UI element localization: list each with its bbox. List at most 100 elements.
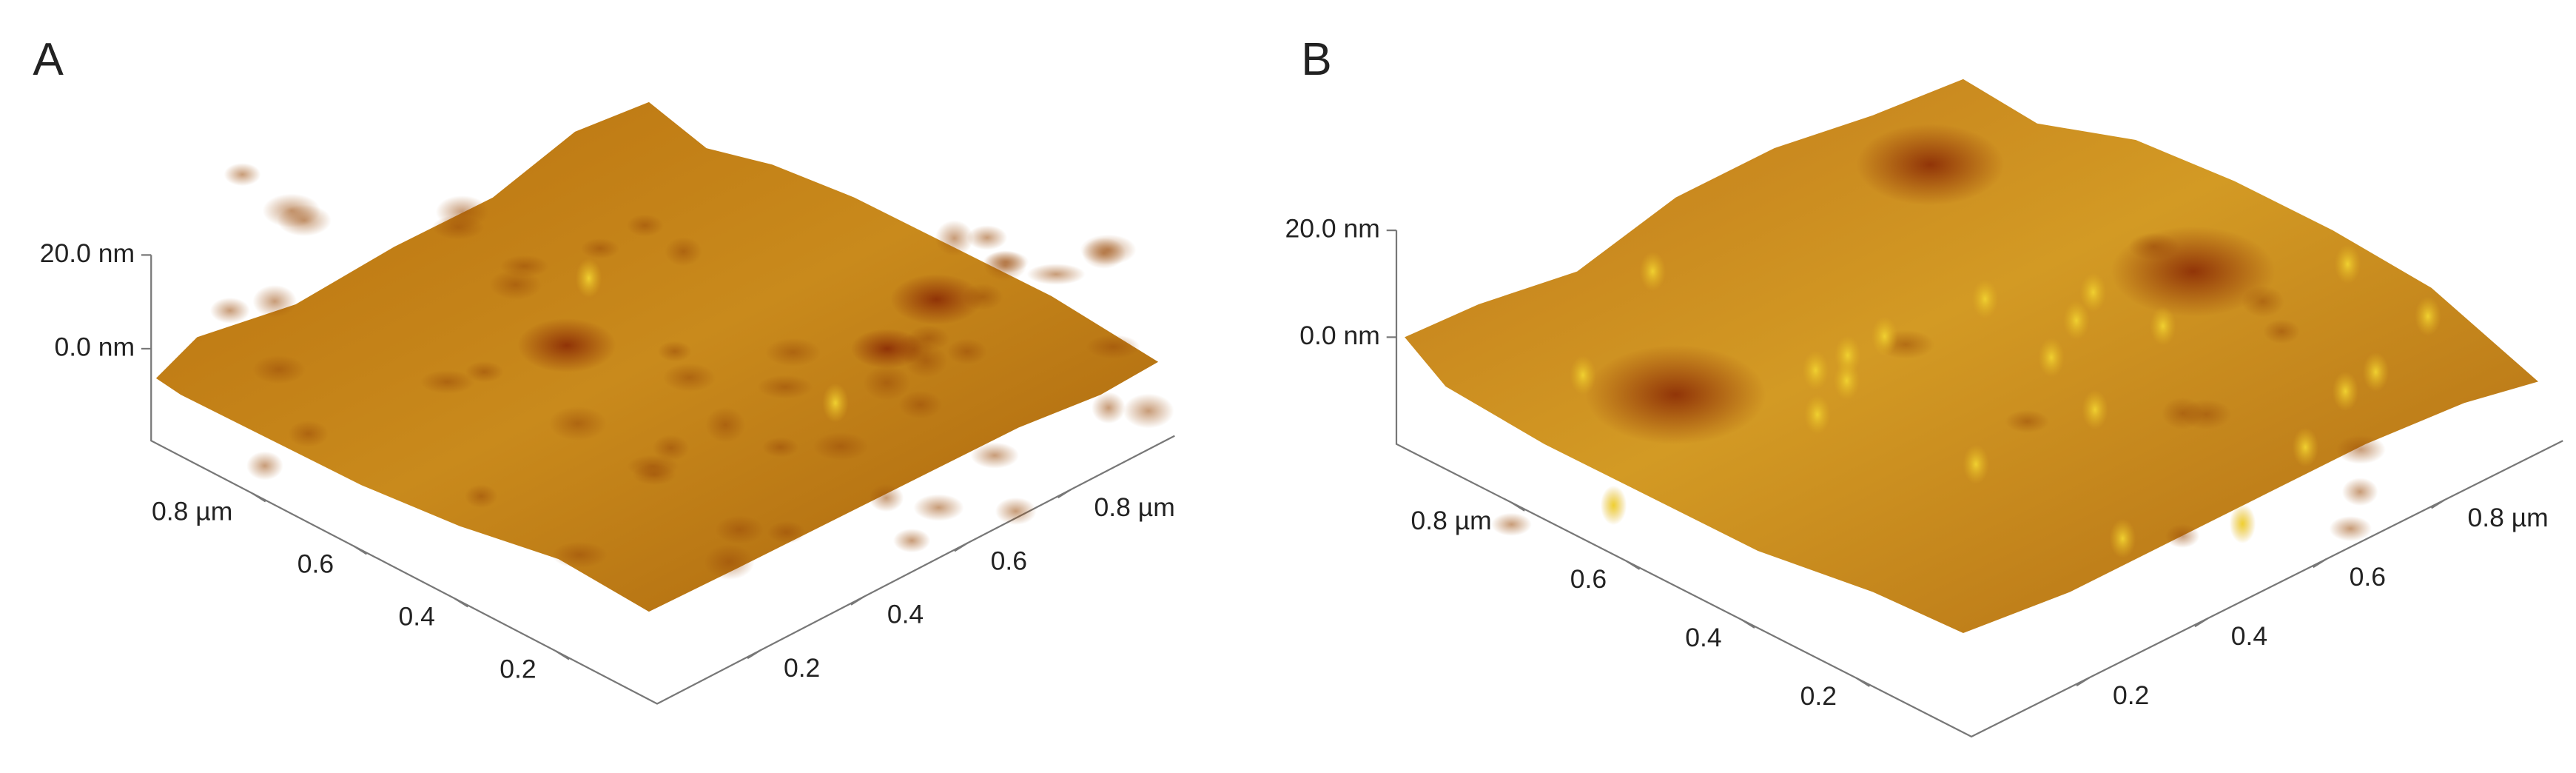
axis-tick (1626, 560, 1641, 570)
bump (1600, 485, 1627, 526)
pit (665, 236, 702, 267)
axis-tick (2076, 677, 2091, 686)
axis-tick-label: 0.2 (1800, 681, 1837, 711)
bump (1833, 361, 1860, 401)
panel-label: B (1301, 34, 1331, 85)
bump (2362, 352, 2390, 392)
bump (2229, 503, 2256, 543)
pit (2165, 523, 2200, 549)
bump (2063, 301, 2090, 341)
pit (420, 369, 475, 394)
pit (548, 406, 608, 441)
z-tick-label: 20.0 nm (40, 238, 135, 268)
bump (2038, 338, 2065, 378)
bump (1963, 444, 1989, 484)
pit (1086, 335, 1140, 359)
pit (970, 442, 1019, 469)
bump (2332, 371, 2359, 412)
pit (2111, 226, 2276, 317)
afm-panel: A 20.0 nm 0.0 nm 0.8 µm 0.6 0.4 0.2 0.2 0.4 0.6 0.… (33, 34, 1175, 705)
z-tick-label: 0.0 nm (1299, 321, 1380, 350)
pit (662, 363, 716, 392)
axis-tick (454, 598, 468, 608)
pit (1026, 263, 1086, 285)
pit (850, 329, 924, 369)
pit (489, 270, 542, 300)
pit (898, 390, 943, 419)
z-tick-label: 0.0 nm (54, 332, 135, 361)
pit (209, 297, 250, 324)
bump (1871, 316, 1898, 356)
pit (500, 255, 549, 278)
axis-tick-label: 0.6 (297, 549, 334, 578)
axis-tick-label: 0.2 (500, 654, 536, 683)
bump (1804, 395, 1831, 435)
axis-tick (1741, 618, 1755, 629)
axis-tick (2194, 618, 2209, 628)
pit (551, 541, 608, 569)
pit (1585, 344, 1766, 445)
bump (2082, 389, 2108, 429)
axis-tick-label: 0.6 (1570, 564, 1607, 594)
bump (2292, 427, 2319, 467)
pit (465, 361, 504, 383)
pit (252, 284, 297, 318)
pit (246, 451, 283, 481)
pit (288, 420, 329, 447)
bump (1971, 279, 1999, 319)
axis-tick (1057, 489, 1072, 499)
pit (262, 193, 321, 228)
axis-tick-label: 0.4 (1685, 623, 1721, 652)
pit (913, 494, 964, 521)
afm-panel: B 20.0 nm 0.0 nm 0.8 µm 0.6 0.4 0.2 0.2 0.4 0.6 0.… (1285, 34, 2563, 738)
bump (2150, 306, 2176, 346)
pit (705, 406, 746, 443)
pit (626, 214, 664, 237)
pit (1081, 237, 1126, 270)
pit (652, 435, 690, 461)
afm-surface (155, 101, 1159, 612)
pit (2180, 399, 2232, 430)
bump (1802, 350, 1829, 390)
pit (757, 375, 813, 399)
axis-tick (252, 492, 266, 503)
pit (223, 163, 261, 187)
pit (632, 464, 676, 486)
pit (761, 437, 799, 458)
axis-tick-label: 0.2 (784, 653, 820, 683)
axis-tick (2313, 558, 2327, 569)
axis-tick-label: 0.6 (2350, 562, 2386, 592)
axis-tick-label: 0.4 (887, 600, 924, 629)
bump (575, 258, 602, 298)
pit (995, 497, 1037, 525)
pit (890, 274, 983, 325)
axis-tick (1856, 677, 1870, 687)
panel-label: A (33, 34, 64, 85)
axis-tick-label: 0.6 (991, 546, 1027, 575)
pit (1123, 393, 1174, 429)
bump (2109, 518, 2136, 558)
pit (464, 484, 498, 509)
pit (580, 238, 619, 259)
axis-tick (747, 649, 761, 660)
axis-tick-label: 0.2 (2113, 680, 2149, 710)
pit (813, 432, 869, 461)
axis-tick-label: 0.8 µm (152, 496, 232, 526)
pit (2341, 478, 2378, 506)
pit (869, 483, 904, 512)
axis-tick-label: 0.4 (398, 601, 434, 631)
pit (657, 341, 692, 362)
axis-tick-label: 0.8 µm (1410, 506, 1491, 535)
bump (2334, 244, 2361, 284)
pit (252, 355, 306, 384)
bump (1639, 251, 1667, 292)
bump (822, 383, 849, 423)
pit (935, 220, 974, 256)
pit (704, 544, 755, 580)
bump (2415, 296, 2441, 336)
bump (1570, 355, 1596, 395)
pit (2263, 319, 2301, 344)
z-tick-label: 20.0 nm (1285, 213, 1379, 243)
